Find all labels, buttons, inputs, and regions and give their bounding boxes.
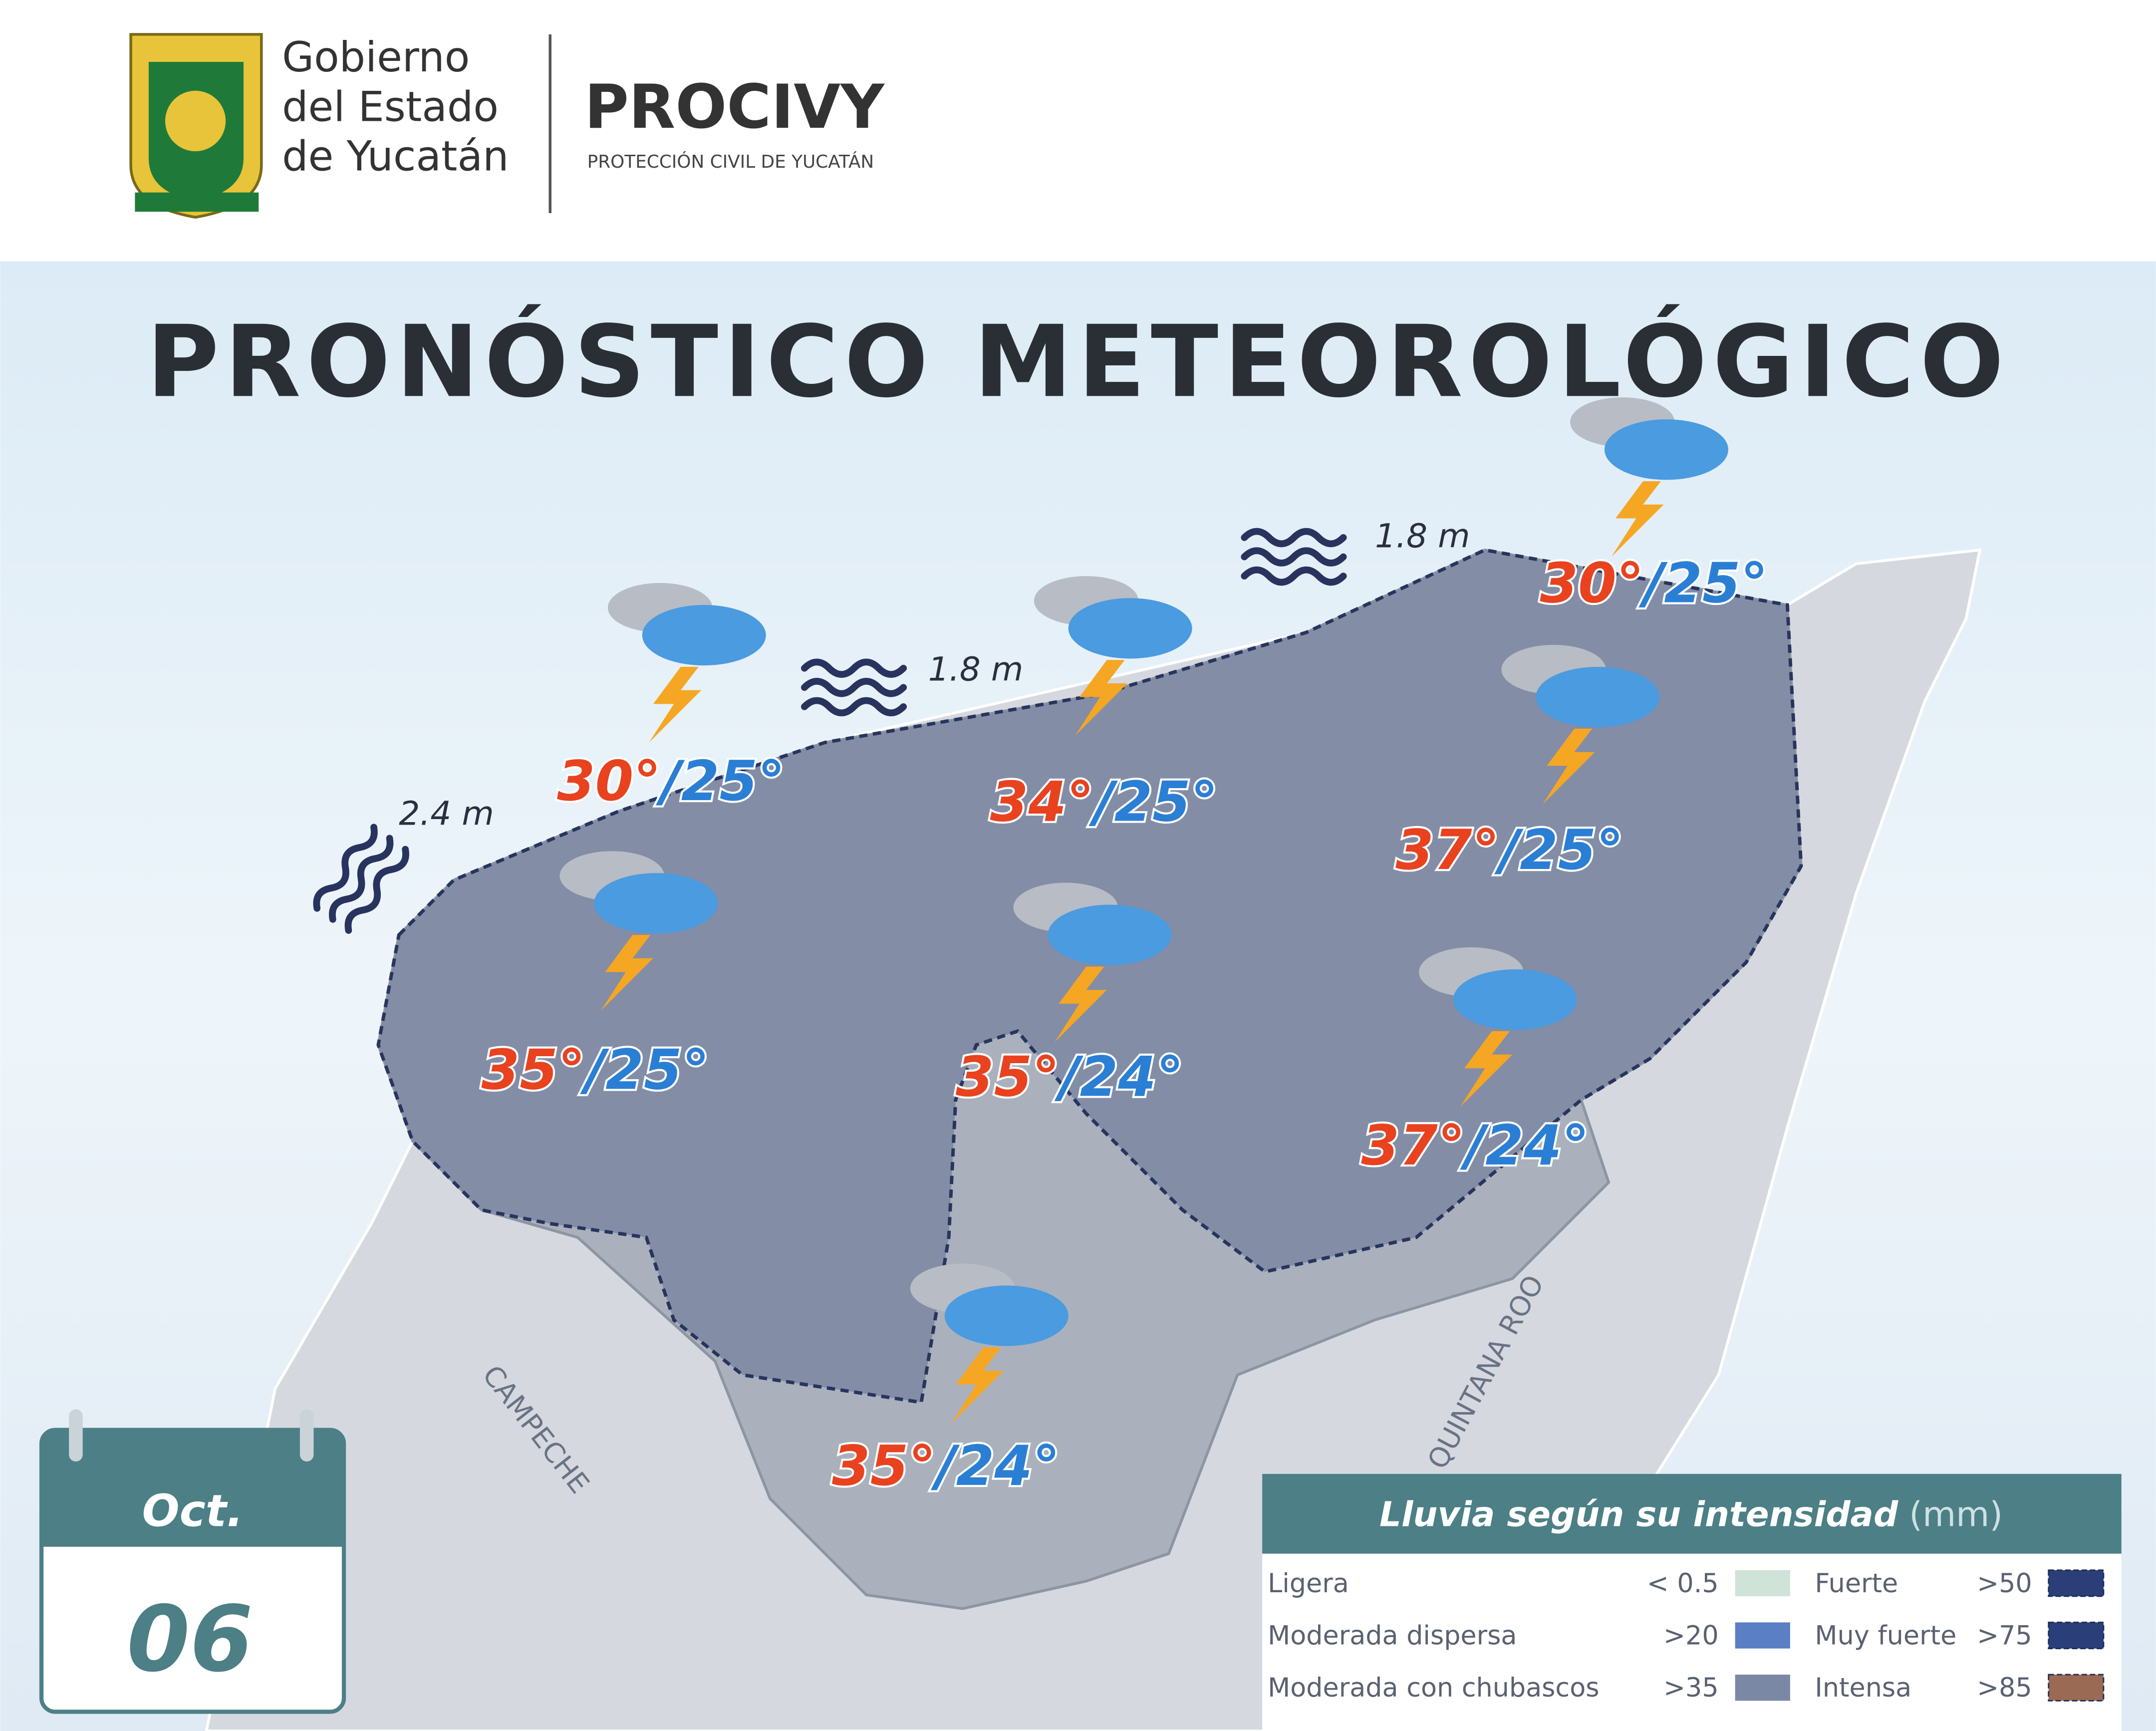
temperature: 35°/24° <box>956 1045 1184 1109</box>
legend-threshold: >50 <box>1977 1568 2032 1599</box>
temp-max: 35° <box>956 1045 1060 1109</box>
lightning <box>951 1347 1004 1423</box>
legend-name: Fuerte <box>1815 1568 1898 1599</box>
wave-height: 2.4 m <box>399 795 494 833</box>
lightning <box>1611 481 1664 557</box>
header-bg <box>0 0 2156 262</box>
wave-line <box>801 658 907 678</box>
legend-header <box>1262 1473 2122 1554</box>
temp-min: /25° <box>580 1038 710 1102</box>
wave-line <box>801 697 907 717</box>
legend-swatch <box>2048 1674 2105 1702</box>
legend-swatch <box>1735 1675 1790 1701</box>
legend-unit: (mm) <box>1909 1495 2003 1535</box>
temperature: 35°/25° <box>482 1038 710 1102</box>
wave-line <box>1241 566 1347 586</box>
brand: PROCIVY <box>584 71 885 142</box>
legend-swatch <box>2048 1622 2105 1650</box>
temp-max: 35° <box>832 1434 936 1498</box>
logo <box>129 33 263 219</box>
temperature: 34°/25° <box>990 770 1218 834</box>
storm-icon <box>559 851 718 1011</box>
cloud-blue <box>1048 904 1172 965</box>
lightning <box>1460 1031 1513 1107</box>
temp-max: 37° <box>1395 818 1499 882</box>
temperature: 30°/25° <box>557 749 785 813</box>
temperature: 30°/25° <box>1540 552 1768 615</box>
lightning <box>649 666 702 743</box>
wave-line <box>801 678 907 697</box>
temp-max: 30° <box>557 749 661 813</box>
temperature: 37°/24° <box>1361 1114 1589 1177</box>
legend-threshold: >85 <box>1977 1673 2032 1703</box>
legend-swatch <box>1735 1570 1790 1597</box>
lightning <box>1543 728 1595 805</box>
cloud-blue <box>642 605 766 666</box>
temp-min: /25° <box>1494 818 1624 882</box>
legend-threshold: < 0.5 <box>1647 1568 1719 1599</box>
legend-swatch <box>2048 1569 2105 1597</box>
wave-line <box>1241 547 1347 567</box>
wave-icon <box>313 824 409 934</box>
logo-text: del Estado <box>282 83 499 131</box>
wave-line <box>1241 528 1347 548</box>
wave-line <box>313 824 378 912</box>
temp-min: /25° <box>1088 770 1218 834</box>
legend-threshold: >35 <box>1663 1673 1718 1703</box>
wave-icon <box>1241 528 1347 586</box>
legend-title-text: Lluvia según su intensidad <box>1379 1495 1898 1535</box>
temperature: 37°/25° <box>1395 818 1623 882</box>
legend-title: Lluvia según su intensidad (mm) <box>1379 1495 2003 1535</box>
temp-max: 30° <box>1540 552 1644 615</box>
legend-name: Muy fuerte <box>1815 1620 1956 1651</box>
legend-name: Moderada dispersa <box>1268 1620 1517 1651</box>
storm-icon <box>910 1263 1069 1423</box>
temp-min: /25° <box>1638 552 1768 615</box>
lightning <box>601 935 653 1011</box>
wave-height: 1.8 m <box>1375 517 1470 555</box>
temp-max: 35° <box>482 1038 585 1102</box>
logo-text: de Yucatán <box>282 133 509 181</box>
cloud-blue <box>944 1285 1069 1346</box>
cloud-blue <box>1604 419 1728 480</box>
legend-swatch <box>1735 1622 1790 1649</box>
legend-name: Moderada con chubascos <box>1268 1673 1599 1703</box>
legend-threshold: >75 <box>1977 1620 2032 1651</box>
temp-max: 37° <box>1361 1114 1465 1177</box>
wave-line <box>329 835 394 923</box>
storm-icon <box>1013 882 1172 1042</box>
calendar-month: Oct. <box>142 1485 244 1537</box>
temp-min: /25° <box>655 749 785 813</box>
wave-height: 1.8 m <box>928 650 1024 689</box>
temp-max: 34° <box>990 770 1094 834</box>
wave-line <box>344 846 409 934</box>
legend-name: Ligera <box>1268 1568 1349 1599</box>
wave-icon <box>801 658 907 717</box>
brand-subtitle: PROTECCIÓN CIVIL DE YUCATÁN <box>587 151 874 172</box>
cloud-blue <box>594 873 718 934</box>
temp-min: /24° <box>930 1434 1060 1498</box>
temp-min: /24° <box>1054 1045 1184 1109</box>
cloud-blue <box>1068 598 1192 659</box>
lightning <box>1055 966 1107 1042</box>
calendar-day: 06 <box>127 1586 253 1692</box>
storm-icon <box>1570 397 1728 557</box>
temp-min: /24° <box>1460 1114 1590 1177</box>
logo-text: Gobierno <box>282 33 470 81</box>
title: PRONÓSTICO METEOROLÓGICO <box>147 304 2010 419</box>
temperature: 35°/24° <box>832 1434 1060 1498</box>
storm-icon <box>1034 576 1192 736</box>
legend-threshold: >20 <box>1663 1620 1718 1651</box>
storm-icon <box>607 582 766 743</box>
storm-icon <box>1419 947 1577 1107</box>
calendar <box>39 1409 346 1714</box>
storm-icon <box>1501 644 1660 805</box>
lightning <box>1075 660 1128 736</box>
cloud-blue <box>1453 969 1577 1030</box>
cloud-blue <box>1536 666 1660 728</box>
legend-name: Intensa <box>1815 1673 1911 1703</box>
